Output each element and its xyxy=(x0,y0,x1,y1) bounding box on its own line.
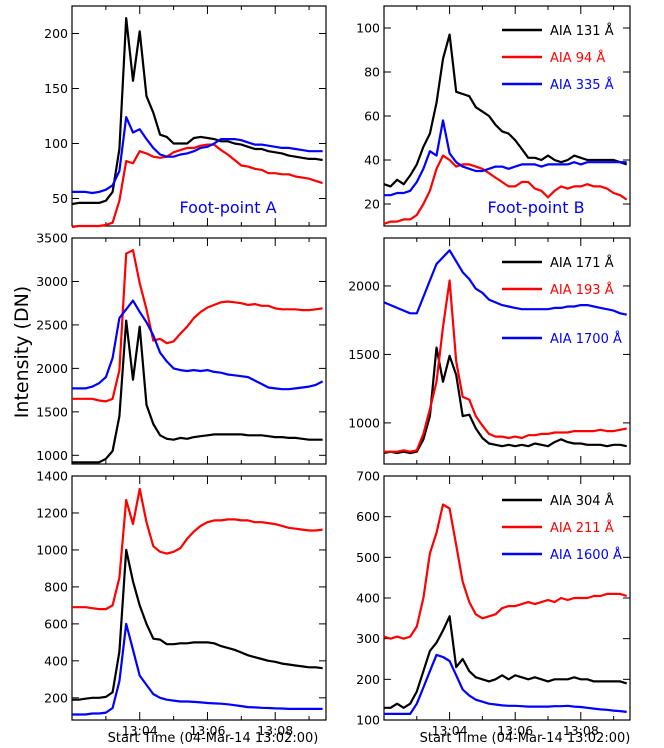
legend-label: AIA 193 Å xyxy=(550,282,614,298)
y-tick-label: 600 xyxy=(44,616,68,631)
x-tick-label: 13:06 xyxy=(189,723,225,738)
panel-annotation: Foot-point B xyxy=(487,198,584,217)
series-line-aia-1700-a xyxy=(72,299,324,391)
series-line-aia-304-a xyxy=(72,548,323,701)
chart-panels: 50 100 150 200 Foot-point A 20 40 60 80 100 AIA 13… xyxy=(36,5,631,738)
series-line-aia-1700-a xyxy=(383,249,627,316)
x-tick-label: 13:04 xyxy=(122,723,158,738)
y-tick-label: 2500 xyxy=(36,317,68,332)
y-tick-label: 2000 xyxy=(348,278,380,293)
y-tick-label: 200 xyxy=(44,690,68,705)
y-tick-label: 100 xyxy=(356,21,380,36)
y-tick-label: 1500 xyxy=(36,404,68,419)
legend-label: AIA 94 Å xyxy=(550,50,605,66)
x-axis-label-left: Start Time (04-Mar-14 13:02:00) xyxy=(108,731,319,746)
y-tick-label: 60 xyxy=(364,109,380,124)
series-line-aia-171-a xyxy=(72,319,323,464)
plot-frame xyxy=(383,5,631,227)
panel-annotation: Foot-point A xyxy=(179,198,276,217)
y-tick-label: 400 xyxy=(44,653,68,668)
panel-top-right: 20 40 60 80 100 AIA 131 Å AIA 94 Å AIA 335 Å Foo… xyxy=(356,5,631,227)
y-axis-label: Intensity (DN) xyxy=(11,286,33,418)
series-line-aia-1600-a xyxy=(72,622,323,716)
y-tick-label: 100 xyxy=(356,713,380,728)
legend-label: AIA 211 Å xyxy=(550,520,614,536)
y-tick-label: 20 xyxy=(364,197,380,212)
x-tick-label: 13:06 xyxy=(497,723,533,738)
plot-frame xyxy=(383,475,631,721)
y-tick-label: 1000 xyxy=(348,415,380,430)
x-axis-label-right: Start Time (04-Mar-14 13:02:00) xyxy=(420,731,631,746)
legend-label: AIA 1600 Å xyxy=(550,547,622,563)
series-line-aia-211-a xyxy=(72,487,323,611)
series-line-aia-94-a xyxy=(71,143,323,229)
y-tick-label: 2000 xyxy=(36,361,68,376)
plot-frame xyxy=(383,237,631,465)
y-tick-label: 50 xyxy=(52,191,68,206)
y-tick-label: 1400 xyxy=(36,469,68,484)
y-tick-label: 3500 xyxy=(36,231,68,246)
y-tick-label: 600 xyxy=(356,509,380,524)
panel-middle-right: 1000 1500 2000 AIA 171 Å AIA 193 Å AIA 1700 Å xyxy=(348,237,631,465)
y-tick-label: 700 xyxy=(356,469,380,484)
x-tick-label: 13:08 xyxy=(257,723,293,738)
series-line-aia-131-a xyxy=(383,33,628,188)
legend-label: AIA 304 Å xyxy=(550,493,614,509)
y-tick-label: 200 xyxy=(356,672,380,687)
series-line-aia-211-a xyxy=(383,503,628,640)
series-line-aia-304-a xyxy=(384,615,628,709)
legend-label: AIA 131 Å xyxy=(550,23,614,39)
y-tick-label: 200 xyxy=(44,26,68,41)
y-tick-label: 100 xyxy=(44,136,68,151)
legend-label: AIA 1700 Å xyxy=(550,331,622,347)
series-line-aia-1600-a xyxy=(384,653,627,716)
series-line-aia-335-a xyxy=(384,119,627,197)
series-line-aia-94-a xyxy=(383,154,628,225)
y-tick-label: 800 xyxy=(44,579,68,594)
legend-label: AIA 335 Å xyxy=(550,77,614,93)
series-line-aia-193-a xyxy=(72,249,323,403)
series-line-aia-171-a xyxy=(383,346,627,455)
y-tick-label: 40 xyxy=(364,153,380,168)
x-tick-label: 13:08 xyxy=(563,723,599,738)
y-tick-label: 1200 xyxy=(36,505,68,520)
series-line-aia-131-a xyxy=(71,17,323,206)
y-tick-label: 1500 xyxy=(348,347,380,362)
y-tick-label: 500 xyxy=(356,550,380,565)
y-tick-label: 80 xyxy=(364,65,380,80)
y-tick-label: 300 xyxy=(356,631,380,646)
plot-frame xyxy=(71,237,327,465)
y-tick-label: 1000 xyxy=(36,542,68,557)
panel-bottom-left: 200 400 600 800 1000 1200 1400 13:04 13:06 13:08 xyxy=(36,469,327,738)
y-tick-label: 3000 xyxy=(36,274,68,289)
y-tick-label: 1000 xyxy=(36,448,68,463)
panel-top-left: 50 100 150 200 Foot-point A xyxy=(44,5,327,229)
x-tick-label: 13:04 xyxy=(432,723,468,738)
plot-frame xyxy=(71,475,327,721)
series-line-aia-193-a xyxy=(384,279,627,453)
legend-label: AIA 171 Å xyxy=(550,255,614,271)
y-tick-label: 150 xyxy=(44,81,68,96)
panel-bottom-right: 100 200 300 400 500 600 700 13:04 13:06 13:08 AIA … xyxy=(356,469,631,738)
plot-frame xyxy=(71,5,327,227)
y-tick-label: 400 xyxy=(356,591,380,606)
series-line-aia-335-a xyxy=(72,115,323,195)
panel-middle-left: 1000 1500 2000 2500 3000 3500 xyxy=(36,231,327,465)
